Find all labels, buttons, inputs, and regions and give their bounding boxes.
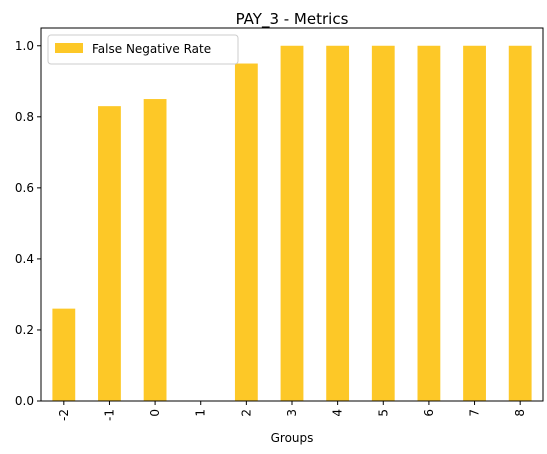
x-tick-label: 3 <box>285 409 299 417</box>
bar-4 <box>326 45 350 402</box>
x-tick-label: 7 <box>468 409 482 417</box>
bar--1 <box>98 106 121 402</box>
x-tick-label: -2 <box>57 409 71 421</box>
x-tick-label: 5 <box>376 409 390 417</box>
bar-8 <box>508 45 532 402</box>
chart-title: PAY_3 - Metrics <box>236 10 349 29</box>
legend-swatch <box>55 43 83 53</box>
y-axis: 0.0 0.2 0.4 0.6 0.8 1.0 <box>15 39 41 408</box>
legend-label: False Negative Rate <box>92 42 211 56</box>
y-tick-label: 0.8 <box>15 110 34 124</box>
y-tick-label: 0.0 <box>15 394 34 408</box>
bar--2 <box>52 308 76 401</box>
bar-6 <box>417 45 441 402</box>
x-tick-label: 0 <box>148 409 162 417</box>
x-tick-label: 2 <box>239 409 253 417</box>
bar-5 <box>371 45 395 402</box>
x-tick-label: 4 <box>331 409 345 417</box>
bar-0 <box>143 99 167 402</box>
x-tick-label: 1 <box>194 409 208 417</box>
legend-box <box>47 34 239 65</box>
y-tick-label: 1.0 <box>15 39 34 53</box>
y-tick-label: 0.2 <box>15 323 34 337</box>
y-tick-label: 0.4 <box>15 252 34 266</box>
x-tick-label: 6 <box>422 409 436 417</box>
bar-7 <box>463 45 486 402</box>
bar-3 <box>280 45 304 402</box>
bar-2 <box>234 63 258 402</box>
x-tick-label: -1 <box>102 409 116 421</box>
legend: False Negative Rate <box>47 34 239 65</box>
x-axis: -2 -1 0 1 2 3 4 5 6 7 8 <box>57 401 527 421</box>
x-tick-label: 8 <box>513 409 527 417</box>
x-axis-label: Groups <box>271 431 314 445</box>
y-tick-label: 0.6 <box>15 181 34 195</box>
bars-group <box>52 45 532 402</box>
